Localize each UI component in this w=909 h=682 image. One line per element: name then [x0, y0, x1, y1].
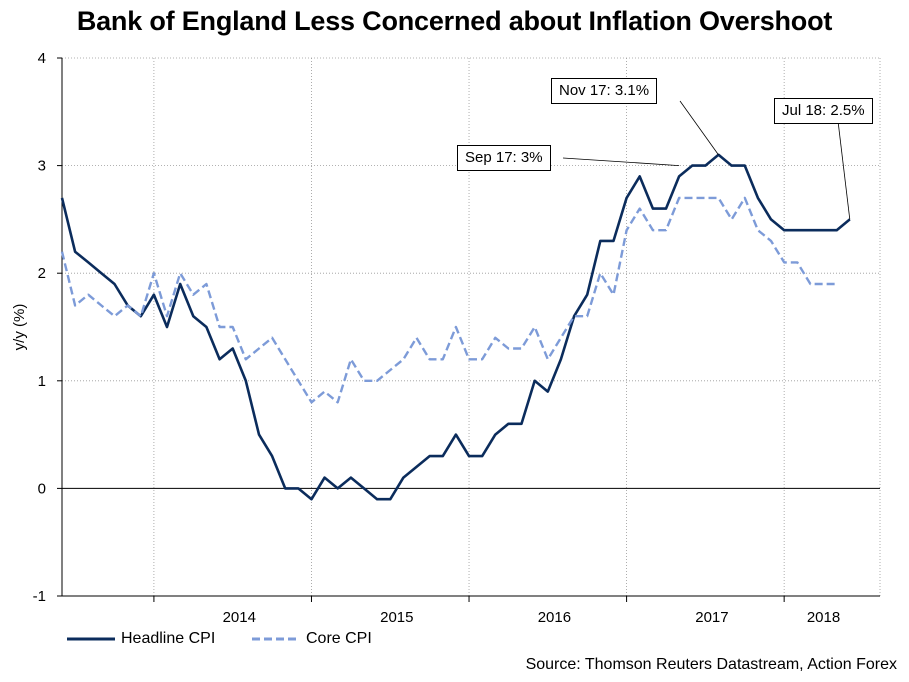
annotation-sep17: Sep 17: 3% — [457, 145, 551, 171]
legend-item-core: Core CPI — [252, 630, 372, 648]
legend-swatch-core — [252, 637, 300, 641]
x-tick-label: 2016 — [538, 609, 571, 626]
axes — [57, 57, 880, 602]
y-axis-label: y/y (%) — [11, 304, 28, 351]
annotation-leader-line — [679, 100, 719, 156]
tick-labels: 2014 2015 2016 2017 2018 4 3 2 1 0 -1 y/y (%) — [11, 50, 840, 626]
y-tick-label: 1 — [38, 373, 46, 390]
annotation-jul18: Jul 18: 2.5% — [774, 98, 873, 124]
x-tick-label: 2015 — [380, 609, 413, 626]
series-line-core-cpi — [60, 196, 837, 404]
annotation-leaders — [562, 100, 851, 220]
legend-swatch-headline — [67, 637, 115, 641]
x-tick-label: 2017 — [695, 609, 728, 626]
legend-label-core: Core CPI — [306, 630, 372, 647]
annotation-leader-line — [837, 120, 851, 220]
x-tick-label: 2014 — [223, 609, 256, 626]
gridlines — [62, 57, 881, 597]
series-lines — [60, 153, 851, 501]
y-tick-label: 3 — [38, 158, 46, 175]
x-tick-label: 2018 — [807, 609, 840, 626]
legend-label-headline: Headline CPI — [121, 630, 216, 647]
y-tick-label: 4 — [38, 50, 46, 67]
y-tick-label: -1 — [33, 588, 46, 605]
source-note: Source: Thomson Reuters Datastream, Acti… — [525, 656, 897, 673]
chart-title: Bank of England Less Concerned about Inf… — [76, 6, 833, 36]
y-tick-label: 0 — [38, 480, 46, 497]
annotation-leader-line — [562, 157, 680, 166]
annotation-nov17: Nov 17: 3.1% — [551, 78, 658, 104]
legend-item-headline: Headline CPI — [67, 630, 215, 648]
y-tick-label: 2 — [38, 265, 46, 282]
